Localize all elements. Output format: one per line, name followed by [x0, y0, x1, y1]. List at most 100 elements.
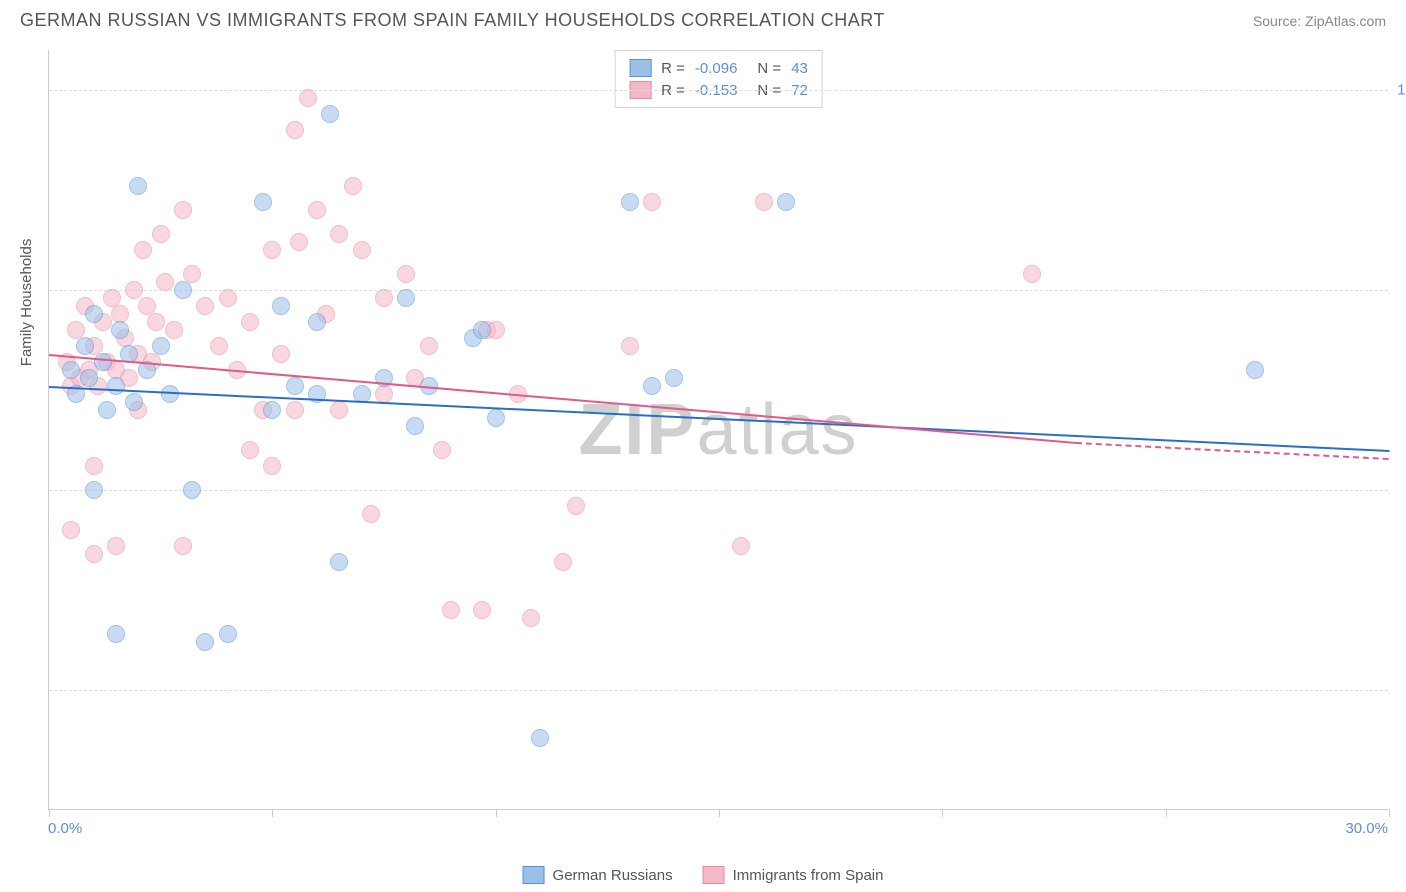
data-point	[107, 377, 125, 395]
data-point	[397, 265, 415, 283]
x-axis-max: 30.0%	[1345, 820, 1388, 837]
data-point	[125, 281, 143, 299]
data-point	[76, 337, 94, 355]
legend-item-german-russians: German Russians	[523, 866, 673, 884]
x-tick	[272, 809, 273, 817]
chart-title: GERMAN RUSSIAN VS IMMIGRANTS FROM SPAIN …	[20, 10, 885, 31]
swatch-icon	[703, 866, 725, 884]
data-point	[85, 457, 103, 475]
data-point	[85, 545, 103, 563]
data-point	[107, 625, 125, 643]
data-point	[473, 321, 491, 339]
data-point	[531, 729, 549, 747]
x-tick	[49, 809, 50, 817]
trend-line	[49, 354, 1077, 444]
data-point	[330, 401, 348, 419]
data-point	[152, 337, 170, 355]
x-tick	[719, 809, 720, 817]
data-point	[1023, 265, 1041, 283]
data-point	[183, 481, 201, 499]
chart-source: Source: ZipAtlas.com	[1253, 13, 1386, 29]
data-point	[554, 553, 572, 571]
data-point	[286, 121, 304, 139]
data-point	[308, 201, 326, 219]
gridline	[49, 490, 1388, 491]
data-point	[85, 481, 103, 499]
swatch-icon	[629, 59, 651, 77]
data-point	[1246, 361, 1264, 379]
data-point	[111, 321, 129, 339]
data-point	[174, 201, 192, 219]
data-point	[241, 313, 259, 331]
data-point	[362, 505, 380, 523]
gridline	[49, 90, 1388, 91]
legend-row-german-russians: R = -0.096 N = 43	[629, 57, 808, 79]
data-point	[665, 369, 683, 387]
data-point	[174, 537, 192, 555]
data-point	[777, 193, 795, 211]
data-point	[147, 313, 165, 331]
data-point	[263, 401, 281, 419]
data-point	[107, 537, 125, 555]
x-axis-min: 0.0%	[48, 820, 82, 837]
y-tick-label: 100.0%	[1397, 82, 1406, 99]
data-point	[375, 289, 393, 307]
correlation-legend: R = -0.096 N = 43 R = -0.153 N = 72	[614, 50, 823, 108]
data-point	[196, 297, 214, 315]
data-point	[183, 265, 201, 283]
data-point	[621, 337, 639, 355]
data-point	[375, 385, 393, 403]
data-point	[732, 537, 750, 555]
data-point	[156, 273, 174, 291]
scatter-chart: ZIPatlas R = -0.096 N = 43 R = -0.153 N …	[48, 50, 1388, 810]
data-point	[330, 553, 348, 571]
trend-line	[1076, 442, 1389, 460]
data-point	[643, 377, 661, 395]
data-point	[219, 289, 237, 307]
data-point	[567, 497, 585, 515]
data-point	[353, 241, 371, 259]
y-axis-label: Family Households	[18, 239, 35, 367]
data-point	[286, 377, 304, 395]
data-point	[299, 89, 317, 107]
x-tick	[1166, 809, 1167, 817]
data-point	[321, 105, 339, 123]
data-point	[272, 297, 290, 315]
data-point	[643, 193, 661, 211]
data-point	[62, 361, 80, 379]
data-point	[290, 233, 308, 251]
data-point	[522, 609, 540, 627]
data-point	[94, 353, 112, 371]
data-point	[85, 305, 103, 323]
data-point	[433, 441, 451, 459]
data-point	[272, 345, 290, 363]
data-point	[263, 241, 281, 259]
data-point	[62, 521, 80, 539]
data-point	[487, 409, 505, 427]
swatch-icon	[523, 866, 545, 884]
data-point	[125, 393, 143, 411]
data-point	[473, 601, 491, 619]
data-point	[286, 401, 304, 419]
data-point	[263, 457, 281, 475]
data-point	[196, 633, 214, 651]
data-point	[308, 313, 326, 331]
gridline	[49, 690, 1388, 691]
data-point	[330, 225, 348, 243]
data-point	[174, 281, 192, 299]
data-point	[219, 625, 237, 643]
gridline	[49, 290, 1388, 291]
data-point	[420, 337, 438, 355]
chart-header: GERMAN RUSSIAN VS IMMIGRANTS FROM SPAIN …	[0, 0, 1406, 36]
data-point	[406, 417, 424, 435]
data-point	[397, 289, 415, 307]
data-point	[442, 601, 460, 619]
series-legend: German Russians Immigrants from Spain	[523, 866, 884, 884]
watermark: ZIPatlas	[578, 389, 858, 471]
data-point	[165, 321, 183, 339]
data-point	[344, 177, 362, 195]
data-point	[80, 369, 98, 387]
data-point	[621, 193, 639, 211]
data-point	[134, 241, 152, 259]
legend-item-immigrants-spain: Immigrants from Spain	[703, 866, 884, 884]
